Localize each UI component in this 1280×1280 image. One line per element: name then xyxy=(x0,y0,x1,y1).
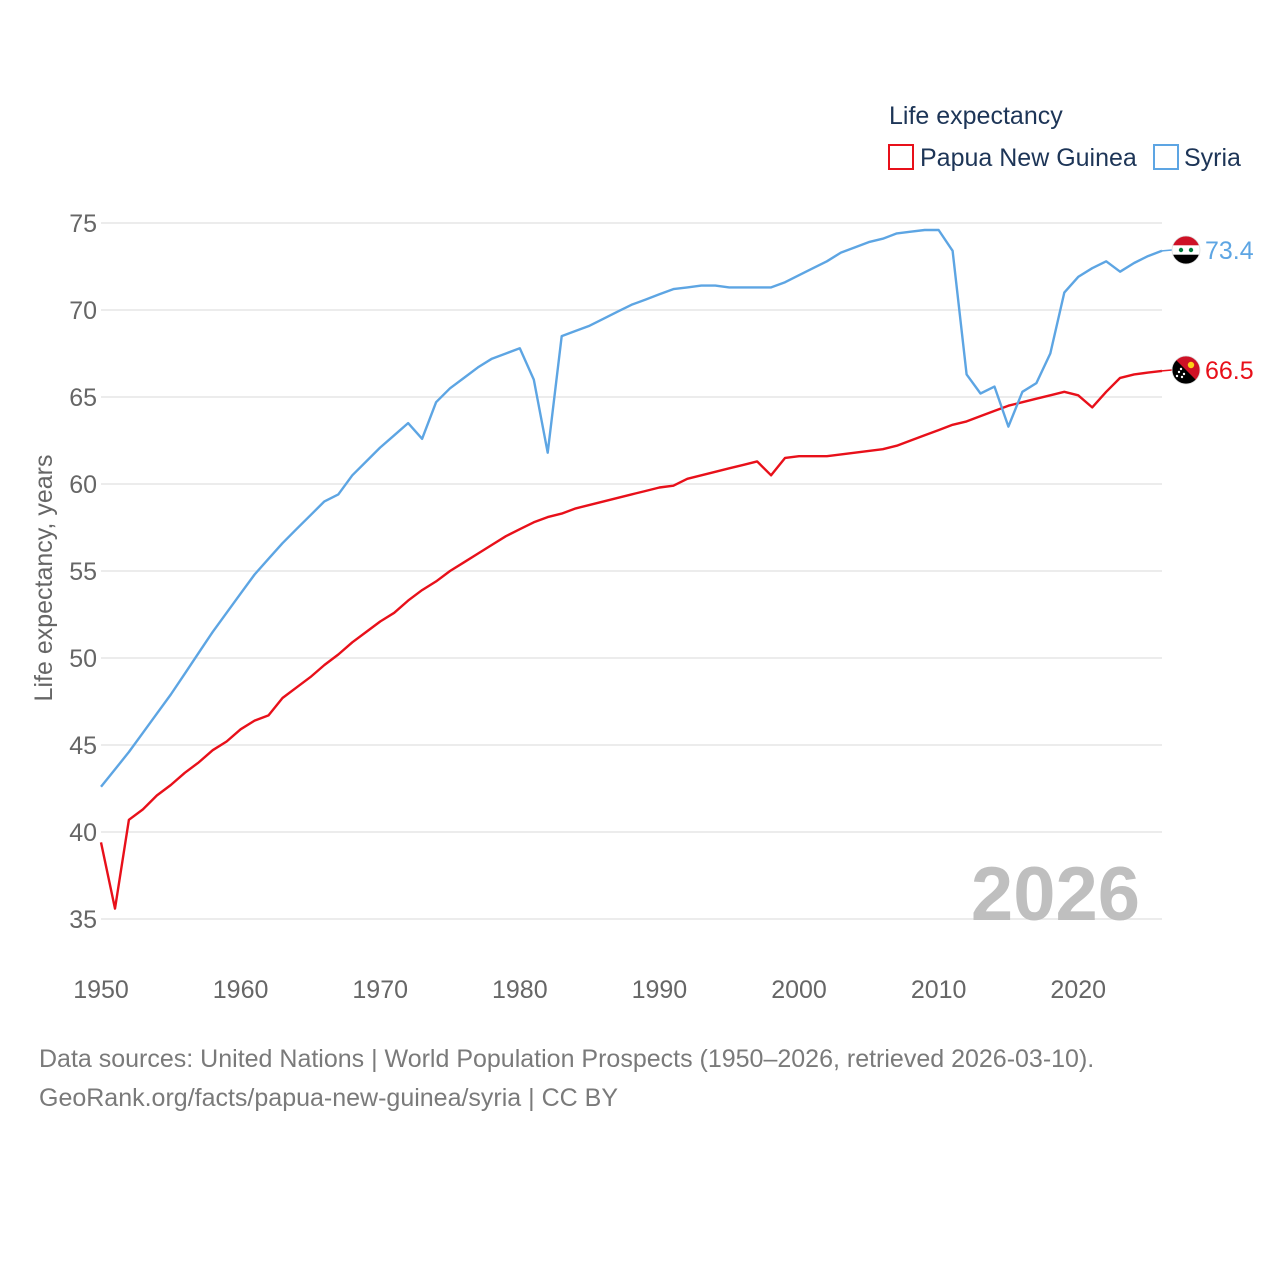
source-link-line[interactable]: GeoRank.org/facts/papua-new-guinea/syria… xyxy=(39,1084,619,1112)
x-tick-1960: 1960 xyxy=(213,976,269,1004)
legend-label-syria[interactable]: Syria xyxy=(1184,144,1241,172)
y-tick-60: 60 xyxy=(69,471,97,499)
end-connector-syria xyxy=(1161,249,1173,252)
data-source-footer: Data sources: United Nations | World Pop… xyxy=(39,1040,1094,1118)
x-tick-2000: 2000 xyxy=(771,976,827,1004)
x-tick-1970: 1970 xyxy=(352,976,408,1004)
legend: Life expectancy Papua New Guinea Syria xyxy=(888,102,1241,172)
source-line: Data sources: United Nations | World Pop… xyxy=(39,1045,1095,1073)
x-tick-1950: 1950 xyxy=(73,976,129,1004)
x-tick-2010: 2010 xyxy=(911,976,967,1004)
current-year-label: 2026 xyxy=(971,852,1140,937)
series-end-markers: 66.5 73.4 xyxy=(1161,235,1254,385)
flag-syria-icon xyxy=(1171,235,1201,265)
y-axis-label: Life expectancy, years xyxy=(30,455,58,702)
legend-title: Life expectancy xyxy=(889,102,1063,130)
y-tick-35: 35 xyxy=(69,906,97,934)
series-lines xyxy=(99,228,1163,910)
y-tick-55: 55 xyxy=(69,558,97,586)
legend-swatch-syria[interactable] xyxy=(1153,144,1179,170)
y-tick-40: 40 xyxy=(69,819,97,847)
x-tick-2020: 2020 xyxy=(1050,976,1106,1004)
y-tick-75: 75 xyxy=(69,210,97,238)
legend-swatch-papua-new-guinea[interactable] xyxy=(888,144,914,170)
end-value-papua-new-guinea: 66.5 xyxy=(1205,357,1254,385)
x-tick-1980: 1980 xyxy=(492,976,548,1004)
series-line-papua-new-guinea[interactable] xyxy=(99,369,1163,910)
legend-label-papua-new-guinea[interactable]: Papua New Guinea xyxy=(920,144,1137,172)
y-axis-ticks: 35 40 45 50 55 60 65 70 75 xyxy=(69,210,97,934)
end-value-syria: 73.4 xyxy=(1205,237,1254,265)
y-tick-65: 65 xyxy=(69,384,97,412)
y-tick-50: 50 xyxy=(69,645,97,673)
flag-papua-new-guinea-icon xyxy=(1171,355,1201,385)
y-tick-70: 70 xyxy=(69,297,97,325)
x-tick-1990: 1990 xyxy=(632,976,688,1004)
gridlines xyxy=(101,222,1162,920)
x-axis-ticks: 1950 1960 1970 1980 1990 2000 2010 2020 xyxy=(73,976,1106,1004)
end-connector-papua-new-guinea xyxy=(1161,369,1173,372)
life-expectancy-chart: 35 40 45 50 55 60 65 70 75 1950 1960 1970 1980 1990 2… xyxy=(30,102,1254,1004)
series-line-syria[interactable] xyxy=(100,228,1163,788)
y-tick-45: 45 xyxy=(69,732,97,760)
